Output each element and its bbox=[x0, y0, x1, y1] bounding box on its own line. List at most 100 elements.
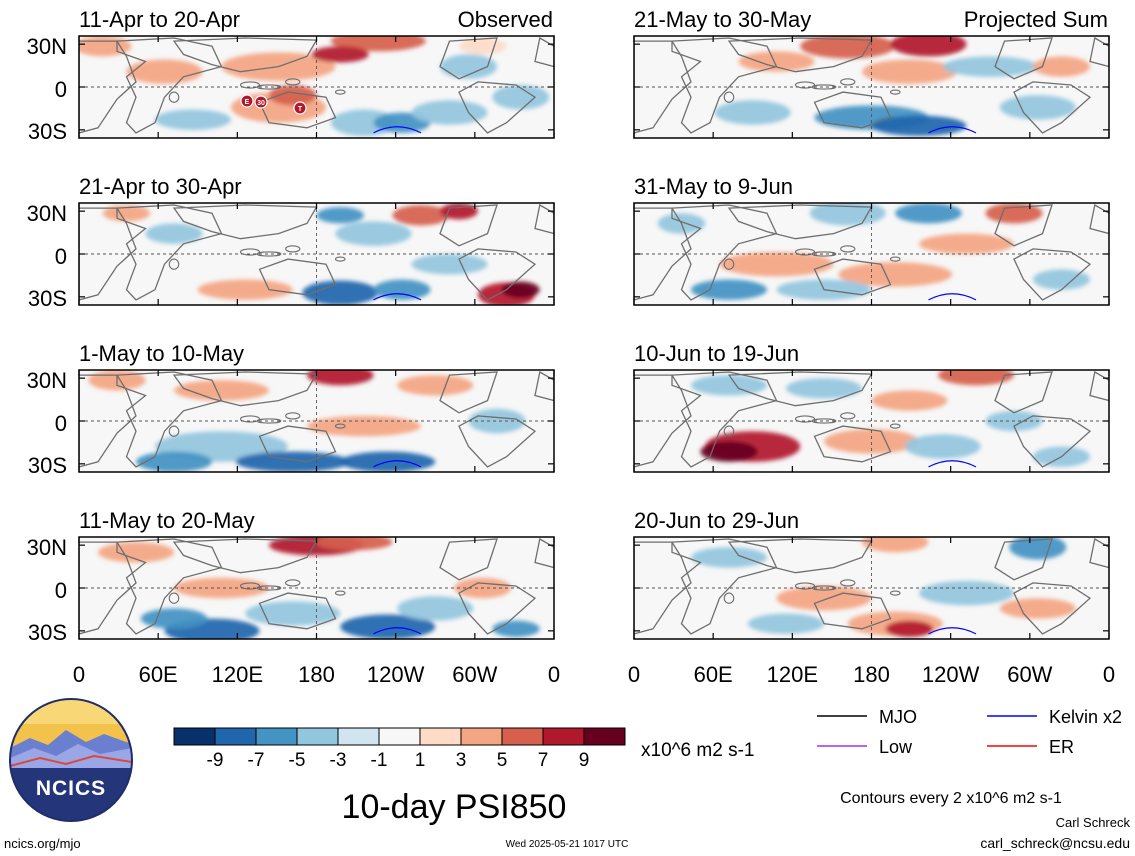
coastline bbox=[634, 40, 692, 134]
x-tick-label: 120E bbox=[212, 662, 263, 687]
coastline bbox=[1089, 203, 1109, 235]
anomaly-blob bbox=[714, 100, 791, 125]
coastline bbox=[258, 91, 337, 129]
coastline bbox=[727, 37, 873, 73]
anomaly-blob bbox=[862, 537, 929, 553]
x-tick-label: 180 bbox=[298, 662, 335, 687]
coastline bbox=[239, 248, 261, 256]
anomaly-blob bbox=[145, 223, 203, 244]
map-panel-3: 1-May to 10-May 30N 0 30S bbox=[27, 341, 555, 478]
anomaly-blob bbox=[316, 207, 364, 224]
footer-url[interactable]: ncics.org/mjo bbox=[4, 836, 81, 851]
panel-title: 31-May to 9-Jun bbox=[634, 174, 793, 199]
anomaly-blob bbox=[126, 59, 203, 84]
panel-tag: Projected Sum bbox=[964, 7, 1108, 32]
colorbar-label: 1 bbox=[415, 750, 426, 771]
map-panel-6: 31-May to 9-Jun bbox=[633, 174, 1110, 306]
coastline bbox=[1089, 36, 1109, 68]
anomaly-blob bbox=[800, 36, 896, 59]
coastline bbox=[634, 207, 692, 301]
panel-title: 21-May to 30-May bbox=[634, 7, 811, 32]
coastline bbox=[172, 204, 318, 240]
anomaly-blob bbox=[468, 408, 526, 434]
coastline bbox=[671, 204, 778, 301]
coastline bbox=[634, 374, 692, 468]
coastline bbox=[258, 258, 337, 296]
anomaly-blob bbox=[862, 59, 957, 84]
coastline bbox=[994, 204, 1053, 247]
coastline bbox=[840, 78, 856, 86]
coastline bbox=[256, 585, 282, 591]
x-tick-label: 120W bbox=[922, 662, 980, 687]
ncics-logo: NCICS bbox=[9, 698, 133, 822]
x-tick-label: 120E bbox=[767, 662, 818, 687]
anomaly-blob bbox=[492, 84, 550, 110]
colorbar-units: x10^6 m2 s-1 bbox=[641, 740, 754, 761]
colorbar-label: -9 bbox=[207, 750, 224, 771]
anomaly-blob bbox=[838, 262, 953, 287]
colorbar-label: -7 bbox=[248, 750, 265, 771]
coastline bbox=[811, 418, 837, 424]
x-tick-label: 0 bbox=[548, 662, 560, 687]
legend-item: MJO bbox=[817, 707, 917, 727]
coastline bbox=[889, 89, 901, 95]
anomaly-blob bbox=[776, 585, 872, 611]
logo-text: NCICS bbox=[36, 777, 106, 800]
anomaly-blob bbox=[335, 221, 412, 246]
x-tick-label: 60W bbox=[1007, 662, 1052, 687]
figure-title: 10-day PSI850 bbox=[342, 788, 567, 826]
x-tick-label: 60E bbox=[139, 662, 178, 687]
colorbar-label: -5 bbox=[289, 750, 306, 771]
coastline bbox=[889, 256, 901, 262]
coastline bbox=[239, 582, 261, 590]
coastline bbox=[723, 592, 735, 604]
anomaly-blob bbox=[919, 233, 1014, 254]
coastline bbox=[840, 245, 856, 253]
x-tick-label: 0 bbox=[1103, 662, 1115, 687]
svg-text:30: 30 bbox=[257, 100, 265, 107]
colorbar-label: -1 bbox=[371, 750, 388, 771]
coastline bbox=[256, 84, 282, 90]
anomaly-blob bbox=[691, 375, 767, 396]
anomaly-blob bbox=[492, 620, 540, 637]
anomaly-blob bbox=[748, 613, 824, 634]
coastline bbox=[723, 91, 735, 103]
svg-text:T: T bbox=[298, 106, 303, 113]
x-tick-label: 180 bbox=[853, 662, 890, 687]
coastline bbox=[794, 415, 816, 423]
anomaly-blob bbox=[140, 608, 208, 629]
colorbar-swatch bbox=[378, 727, 421, 746]
map-panel-5: 21-May to 30-May Projected Sum bbox=[633, 7, 1110, 139]
map-panel-2: 21-Apr to 30-Apr 30N 0 30S bbox=[27, 174, 555, 311]
anomaly-blob bbox=[719, 251, 834, 277]
coastline bbox=[116, 371, 223, 468]
x-tick-label: 120W bbox=[367, 662, 425, 687]
coastline bbox=[285, 78, 301, 86]
coastline bbox=[172, 37, 318, 73]
anomaly-blob bbox=[102, 205, 151, 222]
colorbar-label: 7 bbox=[538, 750, 549, 771]
anomaly-blob bbox=[397, 596, 474, 621]
coastline bbox=[811, 585, 837, 591]
y-tick-label: 0 bbox=[55, 578, 67, 603]
footer-email[interactable]: carl_schreck@ncsu.edu bbox=[980, 835, 1130, 851]
anomaly-blob bbox=[691, 547, 767, 568]
coastline bbox=[994, 538, 1053, 581]
legend-item: Kelvin x2 bbox=[987, 707, 1122, 727]
anomaly-blob bbox=[307, 415, 421, 437]
coastline bbox=[172, 538, 318, 574]
coastline bbox=[671, 37, 778, 134]
coastline bbox=[727, 538, 873, 574]
panel-title: 1-May to 10-May bbox=[79, 341, 244, 366]
coastline bbox=[168, 592, 180, 604]
coastline bbox=[258, 592, 337, 630]
footer-timestamp: Wed 2025-05-21 1017 UTC bbox=[506, 839, 629, 850]
colorbar-swatch bbox=[460, 727, 503, 746]
y-tick-label: 30N bbox=[27, 368, 67, 393]
anomaly-blob bbox=[999, 598, 1076, 619]
anomaly-blob bbox=[311, 46, 369, 63]
coastline bbox=[439, 37, 498, 80]
kelvin-contour bbox=[928, 293, 977, 301]
coastline bbox=[813, 91, 892, 129]
x-tick-label: 60E bbox=[694, 662, 733, 687]
